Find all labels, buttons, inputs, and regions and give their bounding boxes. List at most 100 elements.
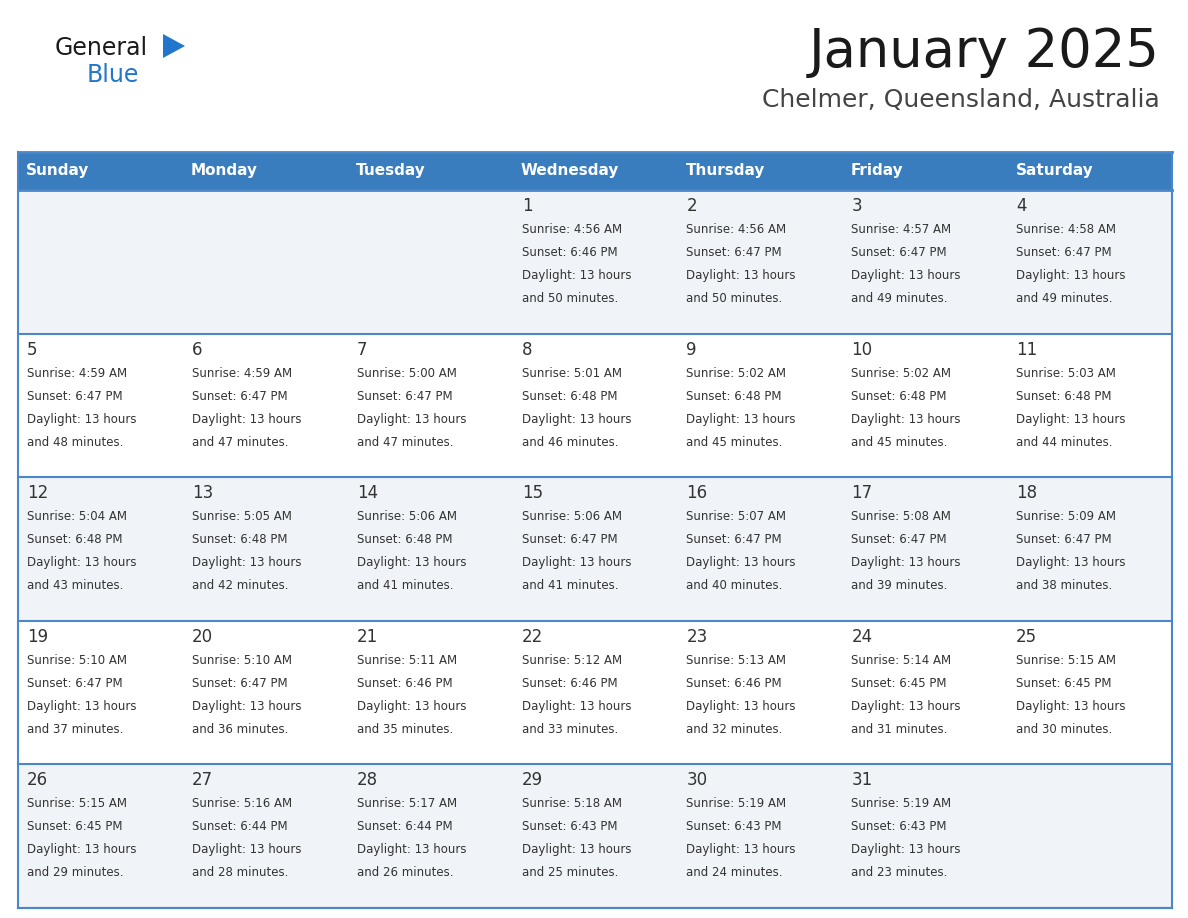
Text: and 25 minutes.: and 25 minutes. xyxy=(522,867,618,879)
Bar xyxy=(18,190,183,333)
Bar xyxy=(348,152,512,190)
Text: Sunrise: 5:16 AM: Sunrise: 5:16 AM xyxy=(192,798,292,811)
Text: Daylight: 13 hours: Daylight: 13 hours xyxy=(192,700,302,712)
Bar xyxy=(18,621,183,765)
Text: Daylight: 13 hours: Daylight: 13 hours xyxy=(687,412,796,426)
Bar xyxy=(842,765,1007,908)
Text: Sunrise: 5:15 AM: Sunrise: 5:15 AM xyxy=(27,798,127,811)
Text: 27: 27 xyxy=(192,771,213,789)
Bar xyxy=(1007,765,1173,908)
Text: Sunrise: 5:13 AM: Sunrise: 5:13 AM xyxy=(687,654,786,666)
Text: General: General xyxy=(55,36,148,60)
Text: Daylight: 13 hours: Daylight: 13 hours xyxy=(687,269,796,282)
Text: Sunset: 6:47 PM: Sunset: 6:47 PM xyxy=(522,533,618,546)
Text: 9: 9 xyxy=(687,341,697,359)
Text: Sunrise: 4:56 AM: Sunrise: 4:56 AM xyxy=(522,223,621,236)
Bar xyxy=(183,190,348,333)
Text: and 39 minutes.: and 39 minutes. xyxy=(852,579,948,592)
Text: Sunset: 6:48 PM: Sunset: 6:48 PM xyxy=(852,389,947,403)
Text: Sunset: 6:47 PM: Sunset: 6:47 PM xyxy=(27,389,122,403)
Bar xyxy=(842,621,1007,765)
Text: Daylight: 13 hours: Daylight: 13 hours xyxy=(522,844,631,856)
Bar xyxy=(677,621,842,765)
Text: and 49 minutes.: and 49 minutes. xyxy=(852,292,948,305)
Bar xyxy=(183,477,348,621)
Text: Sunset: 6:47 PM: Sunset: 6:47 PM xyxy=(687,533,782,546)
Bar xyxy=(512,152,677,190)
Text: Daylight: 13 hours: Daylight: 13 hours xyxy=(852,412,961,426)
Text: and 29 minutes.: and 29 minutes. xyxy=(27,867,124,879)
Text: Chelmer, Queensland, Australia: Chelmer, Queensland, Australia xyxy=(763,88,1159,112)
Text: 11: 11 xyxy=(1016,341,1037,359)
Text: and 46 minutes.: and 46 minutes. xyxy=(522,436,618,449)
Text: Wednesday: Wednesday xyxy=(520,163,619,178)
Text: Sunset: 6:48 PM: Sunset: 6:48 PM xyxy=(687,389,782,403)
Bar xyxy=(1007,152,1173,190)
Text: Sunrise: 4:58 AM: Sunrise: 4:58 AM xyxy=(1016,223,1117,236)
Text: and 36 minutes.: and 36 minutes. xyxy=(192,722,289,736)
Text: and 28 minutes.: and 28 minutes. xyxy=(192,867,289,879)
Text: Daylight: 13 hours: Daylight: 13 hours xyxy=(1016,269,1126,282)
Text: and 48 minutes.: and 48 minutes. xyxy=(27,436,124,449)
Text: 21: 21 xyxy=(356,628,378,645)
Text: Sunset: 6:45 PM: Sunset: 6:45 PM xyxy=(27,821,122,834)
Text: Sunrise: 5:19 AM: Sunrise: 5:19 AM xyxy=(687,798,786,811)
Text: Sunset: 6:46 PM: Sunset: 6:46 PM xyxy=(687,677,782,689)
Bar xyxy=(677,765,842,908)
Bar xyxy=(842,477,1007,621)
Text: Daylight: 13 hours: Daylight: 13 hours xyxy=(356,700,466,712)
Text: 7: 7 xyxy=(356,341,367,359)
Text: Sunrise: 5:06 AM: Sunrise: 5:06 AM xyxy=(356,510,456,523)
Bar xyxy=(348,477,512,621)
Text: 5: 5 xyxy=(27,341,38,359)
Text: Sunset: 6:46 PM: Sunset: 6:46 PM xyxy=(522,677,618,689)
Text: Sunrise: 5:12 AM: Sunrise: 5:12 AM xyxy=(522,654,621,666)
Text: Daylight: 13 hours: Daylight: 13 hours xyxy=(27,700,137,712)
Text: 29: 29 xyxy=(522,771,543,789)
Text: 23: 23 xyxy=(687,628,708,645)
Text: Monday: Monday xyxy=(191,163,258,178)
Text: Daylight: 13 hours: Daylight: 13 hours xyxy=(687,556,796,569)
Text: 30: 30 xyxy=(687,771,708,789)
Text: and 47 minutes.: and 47 minutes. xyxy=(192,436,289,449)
Text: Daylight: 13 hours: Daylight: 13 hours xyxy=(1016,412,1126,426)
Text: Sunset: 6:48 PM: Sunset: 6:48 PM xyxy=(356,533,453,546)
Bar xyxy=(1007,333,1173,477)
Text: Sunset: 6:47 PM: Sunset: 6:47 PM xyxy=(687,246,782,259)
Text: and 24 minutes.: and 24 minutes. xyxy=(687,867,783,879)
Bar xyxy=(512,333,677,477)
Text: 13: 13 xyxy=(192,484,213,502)
Text: Sunrise: 5:10 AM: Sunrise: 5:10 AM xyxy=(27,654,127,666)
Text: Sunrise: 5:03 AM: Sunrise: 5:03 AM xyxy=(1016,366,1116,380)
Text: Sunrise: 5:09 AM: Sunrise: 5:09 AM xyxy=(1016,510,1117,523)
Text: 1: 1 xyxy=(522,197,532,215)
Bar xyxy=(512,190,677,333)
Text: Sunset: 6:44 PM: Sunset: 6:44 PM xyxy=(192,821,287,834)
Text: Daylight: 13 hours: Daylight: 13 hours xyxy=(522,556,631,569)
Bar xyxy=(842,333,1007,477)
Text: Sunset: 6:45 PM: Sunset: 6:45 PM xyxy=(852,677,947,689)
Text: Sunset: 6:48 PM: Sunset: 6:48 PM xyxy=(192,533,287,546)
Bar xyxy=(677,152,842,190)
Text: Sunset: 6:46 PM: Sunset: 6:46 PM xyxy=(356,677,453,689)
Bar xyxy=(677,333,842,477)
Text: January 2025: January 2025 xyxy=(809,26,1159,78)
Text: Sunrise: 4:59 AM: Sunrise: 4:59 AM xyxy=(27,366,127,380)
Text: Daylight: 13 hours: Daylight: 13 hours xyxy=(852,269,961,282)
Text: Sunrise: 4:56 AM: Sunrise: 4:56 AM xyxy=(687,223,786,236)
Text: 16: 16 xyxy=(687,484,708,502)
Text: Sunrise: 5:08 AM: Sunrise: 5:08 AM xyxy=(852,510,952,523)
Bar xyxy=(18,333,183,477)
Text: Sunrise: 5:01 AM: Sunrise: 5:01 AM xyxy=(522,366,621,380)
Text: and 43 minutes.: and 43 minutes. xyxy=(27,579,124,592)
Text: Blue: Blue xyxy=(87,63,139,87)
Text: and 50 minutes.: and 50 minutes. xyxy=(687,292,783,305)
Text: Daylight: 13 hours: Daylight: 13 hours xyxy=(27,412,137,426)
Text: Daylight: 13 hours: Daylight: 13 hours xyxy=(687,700,796,712)
Text: and 40 minutes.: and 40 minutes. xyxy=(687,579,783,592)
Text: Friday: Friday xyxy=(851,163,903,178)
Text: and 50 minutes.: and 50 minutes. xyxy=(522,292,618,305)
Text: Daylight: 13 hours: Daylight: 13 hours xyxy=(852,556,961,569)
Text: Sunset: 6:47 PM: Sunset: 6:47 PM xyxy=(356,389,453,403)
Text: Sunset: 6:48 PM: Sunset: 6:48 PM xyxy=(522,389,617,403)
